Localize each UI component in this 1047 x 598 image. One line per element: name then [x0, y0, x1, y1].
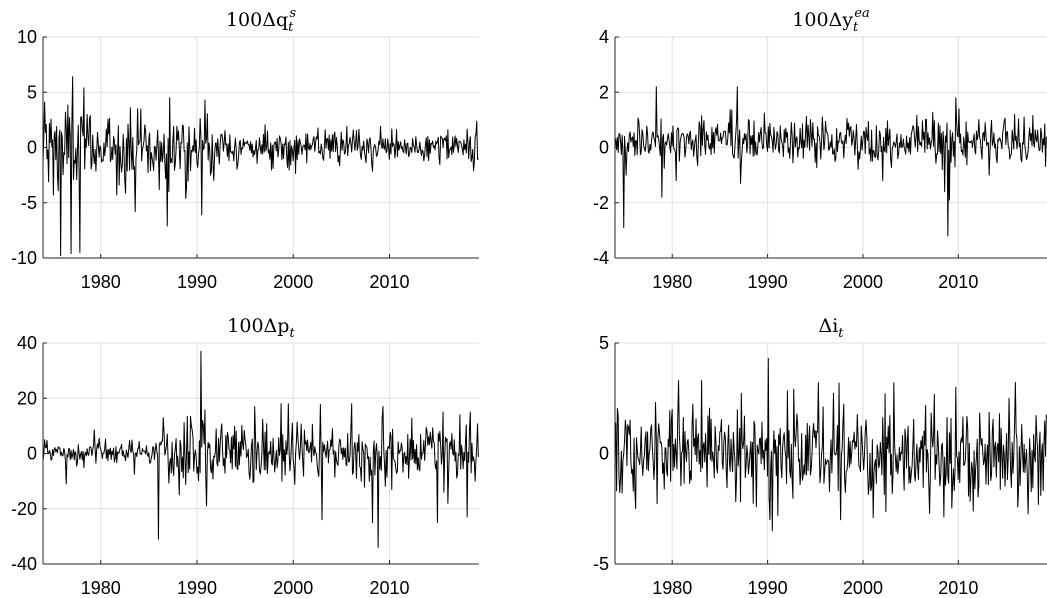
chart-panel-2: -4 -2 0 2 4 1980 1990 2000 2010 100Δytea — [593, 6, 1047, 292]
x-tick-label: 1980 — [81, 272, 121, 292]
x-tick-label: 1990 — [748, 578, 788, 598]
y-tick-label: 4 — [599, 27, 609, 47]
chart-panel-4: -5 0 5 1980 1990 2000 2010 Δit — [593, 315, 1047, 598]
y-tick-label: 0 — [27, 138, 37, 158]
y-tick-label: 5 — [27, 82, 37, 102]
chart-title: 100Δpt — [227, 315, 295, 341]
series-line — [43, 76, 479, 257]
y-tick-label: -5 — [21, 193, 37, 213]
chart-title-subscript: t — [289, 326, 295, 341]
x-tick-label: 2000 — [273, 578, 313, 598]
chart-title-base: 100Δy — [792, 9, 853, 31]
chart-title-base: 100Δq — [226, 9, 288, 31]
y-tick-label: -5 — [593, 554, 609, 574]
x-tick-label: 2000 — [843, 578, 883, 598]
x-tick-label: 2010 — [369, 272, 409, 292]
x-tick-label: 1980 — [81, 578, 121, 598]
series-line — [615, 86, 1047, 237]
x-tick-label: 2000 — [843, 272, 883, 292]
y-tick-label: 20 — [17, 388, 37, 408]
x-tick-label: 1990 — [177, 578, 217, 598]
chart-title: 100Δqts — [226, 6, 296, 35]
x-tick-label: 1990 — [177, 272, 217, 292]
y-tick-label: 0 — [599, 138, 609, 158]
x-tick-label: 2010 — [938, 578, 978, 598]
x-tick-label: 2010 — [369, 578, 409, 598]
x-tick-label: 1990 — [748, 272, 788, 292]
chart-title: 100Δytea — [792, 6, 869, 35]
y-tick-label: 0 — [27, 444, 37, 464]
chart-title-superscript: ea — [854, 6, 869, 21]
series-line — [43, 350, 479, 548]
x-tick-label: 1980 — [652, 578, 692, 598]
chart-title-subscript: t — [838, 326, 844, 341]
chart-title-base: 100Δp — [227, 315, 289, 337]
chart-panel-1: -10 -5 0 5 10 1980 1990 2000 2010 100Δqts — [11, 6, 479, 292]
chart-title-subscript: t — [853, 20, 859, 35]
y-tick-label: -40 — [11, 554, 37, 574]
y-tick-label: 10 — [17, 27, 37, 47]
y-tick-label: -10 — [11, 248, 37, 268]
y-tick-label: -20 — [11, 499, 37, 519]
series-line — [615, 357, 1047, 532]
grid — [43, 36, 479, 259]
y-tick-label: -2 — [593, 193, 609, 213]
chart-title: Δit — [818, 315, 844, 341]
y-tick-label: -4 — [593, 248, 609, 268]
chart-title-subscript: t — [288, 20, 294, 35]
y-tick-label: 40 — [17, 333, 37, 353]
y-tick-label: 5 — [599, 333, 609, 353]
chart-title-base: Δi — [818, 315, 838, 337]
y-tick-label: 2 — [599, 82, 609, 102]
x-tick-label: 1980 — [652, 272, 692, 292]
x-tick-label: 2000 — [273, 272, 313, 292]
y-tick-label: 0 — [599, 444, 609, 464]
chart-panel-3: -40 -20 0 20 40 1980 1990 2000 2010 100Δpt — [11, 315, 479, 598]
x-tick-label: 2010 — [938, 272, 978, 292]
chart-title-superscript: s — [289, 6, 296, 21]
